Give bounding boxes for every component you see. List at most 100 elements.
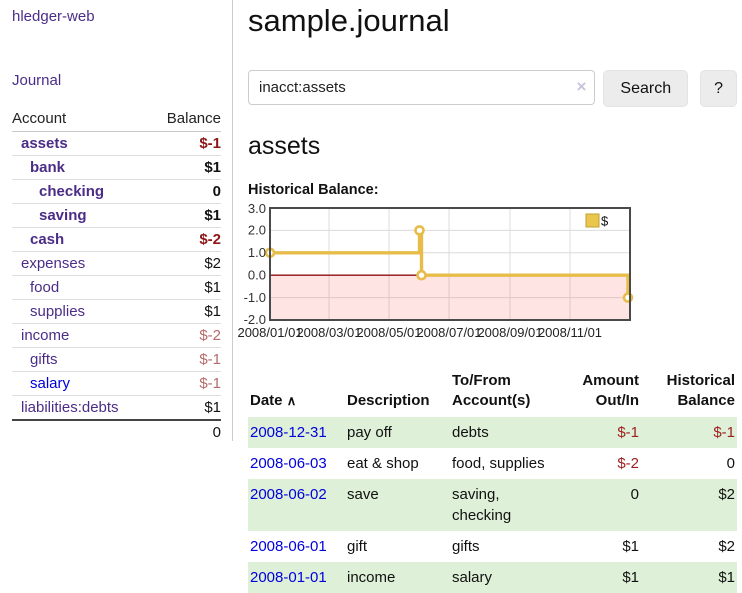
clear-search-icon[interactable]: × <box>576 77 587 96</box>
account-link[interactable]: income <box>21 327 70 344</box>
transaction-accounts: saving, checking <box>452 485 512 524</box>
account-row-assets[interactable]: assets $-1 <box>12 132 221 156</box>
account-row-supplies[interactable]: supplies $1 <box>12 300 221 324</box>
transaction-balance: 0 <box>726 454 735 472</box>
historical-balance-chart: $ 3.0 2.0 1.0 0.0 -1.0 -2.0 2008/01/01 2… <box>237 201 737 345</box>
account-link[interactable]: supplies <box>30 303 86 320</box>
account-link[interactable]: salary <box>30 375 71 392</box>
transaction-description: eat & shop <box>347 454 419 472</box>
transaction-balance: $2 <box>718 537 735 555</box>
app-brand-link[interactable]: hledger-web <box>12 8 95 25</box>
header-description[interactable]: Description <box>347 392 430 410</box>
svg-text:0.0: 0.0 <box>248 268 266 283</box>
account-balance: $-1 <box>199 375 221 392</box>
account-link[interactable]: gifts <box>30 351 58 368</box>
svg-text:2008/01/01: 2008/01/01 <box>237 325 302 340</box>
account-balance: $1 <box>204 303 221 320</box>
svg-text:1.0: 1.0 <box>248 245 266 260</box>
transaction-balance: $-1 <box>713 423 735 441</box>
help-button[interactable]: ? <box>700 70 737 107</box>
accounts-table: Account Balance assets $-1 bank $1 check… <box>12 108 221 444</box>
chart-svg: $ 3.0 2.0 1.0 0.0 -1.0 -2.0 2008/01/01 2… <box>237 201 634 340</box>
transaction-amount: $1 <box>622 568 639 586</box>
register-table: Date ∧ Description To/From Account(s) Am… <box>248 369 737 593</box>
account-row-gifts[interactable]: gifts $-1 <box>12 348 221 372</box>
transaction-amount: $1 <box>622 537 639 555</box>
chart-border <box>269 207 631 321</box>
sidebar-item-journal[interactable]: Journal <box>12 72 62 89</box>
chart-negative-region <box>271 275 629 320</box>
account-column-header: Account <box>12 110 67 127</box>
account-link[interactable]: checking <box>39 183 105 200</box>
transaction-description: pay off <box>347 423 392 441</box>
register-row: 2008-12-31 pay off debts $-1 $-1 <box>248 416 737 448</box>
sort-asc-icon: ∧ <box>286 393 297 409</box>
svg-text:2008/11/01: 2008/11/01 <box>538 325 602 340</box>
legend-swatch-icon <box>585 213 600 228</box>
register-row: 2008-01-01 income salary $1 $1 <box>248 561 737 593</box>
account-balance: $-1 <box>199 135 221 152</box>
account-row-checking[interactable]: checking 0 <box>12 180 221 204</box>
account-link[interactable]: saving <box>39 207 87 224</box>
search-button[interactable]: Search <box>603 70 689 107</box>
svg-text:3.0: 3.0 <box>248 201 266 216</box>
header-balance[interactable]: Historical Balance <box>666 372 735 410</box>
transaction-amount: $-1 <box>617 423 639 441</box>
main-content: sample.journal × Search ? assets Histori… <box>237 0 737 593</box>
svg-text:2008/03/01: 2008/03/01 <box>296 325 361 340</box>
account-row-expenses[interactable]: expenses $2 <box>12 252 221 276</box>
account-row-food[interactable]: food $1 <box>12 276 221 300</box>
account-row-cash[interactable]: cash $-2 <box>12 228 221 252</box>
transaction-description: save <box>347 485 379 503</box>
sidebar: hledger-web Journal Account Balance asse… <box>0 0 233 441</box>
accounts-total-value: 0 <box>212 424 221 441</box>
transaction-accounts: debts <box>452 423 489 441</box>
transaction-date-link[interactable]: 2008-06-01 <box>250 537 327 555</box>
transaction-date-link[interactable]: 2008-12-31 <box>250 423 327 441</box>
transaction-description: gift <box>347 537 368 555</box>
balance-column-header: Balance <box>166 110 221 127</box>
svg-text:2008/09/01: 2008/09/01 <box>477 325 542 340</box>
account-balance: $-2 <box>199 231 221 248</box>
svg-text:-1.0: -1.0 <box>244 290 266 305</box>
account-link[interactable]: cash <box>30 231 65 248</box>
account-link[interactable]: expenses <box>21 255 86 272</box>
account-balance: $1 <box>204 207 221 224</box>
account-heading: assets <box>248 132 321 160</box>
transaction-date-link[interactable]: 2008-06-02 <box>250 485 327 503</box>
transaction-date-link[interactable]: 2008-01-01 <box>250 568 327 586</box>
register-row: 2008-06-01 gift gifts $1 $2 <box>248 531 737 562</box>
accounts-total-row: 0 <box>12 419 221 444</box>
transaction-balance: $1 <box>718 568 735 586</box>
account-balance: $1 <box>204 279 221 296</box>
svg-text:2.0: 2.0 <box>248 223 266 238</box>
account-row-bank[interactable]: bank $1 <box>12 156 221 180</box>
search-input[interactable] <box>248 70 596 105</box>
transaction-accounts: salary <box>452 568 493 586</box>
legend-label: $ <box>601 214 609 229</box>
header-amount[interactable]: Amount Out/In <box>582 372 639 410</box>
account-balance: $2 <box>204 255 221 272</box>
transaction-accounts: gifts <box>452 537 480 555</box>
account-link[interactable]: bank <box>30 159 66 176</box>
transaction-amount: 0 <box>630 485 639 503</box>
account-link[interactable]: assets <box>21 135 68 152</box>
transaction-date-link[interactable]: 2008-06-03 <box>250 454 327 472</box>
header-date[interactable]: Date ∧ <box>250 392 297 410</box>
search-form: × Search ? <box>248 70 737 107</box>
header-accounts[interactable]: To/From Account(s) <box>452 372 531 410</box>
account-row-income[interactable]: income $-2 <box>12 324 221 348</box>
account-link[interactable]: food <box>30 279 60 296</box>
account-row-liabilities-debts[interactable]: liabilities:debts $1 <box>12 396 221 419</box>
svg-text:2008/07/01: 2008/07/01 <box>416 325 481 340</box>
account-balance: $-2 <box>199 327 221 344</box>
account-row-salary[interactable]: salary $-1 <box>12 372 221 396</box>
account-link[interactable]: liabilities:debts <box>21 399 119 416</box>
account-row-saving[interactable]: saving $1 <box>12 204 221 228</box>
accounts-table-header: Account Balance <box>12 108 221 132</box>
register-row: 2008-06-02 save saving, checking 0 $2 <box>248 478 737 531</box>
chart-y-axis: 3.0 2.0 1.0 0.0 -1.0 -2.0 <box>244 201 266 327</box>
account-balance: $-1 <box>199 351 221 368</box>
transaction-amount: $-2 <box>617 454 639 472</box>
transaction-accounts: food, supplies <box>452 454 545 472</box>
